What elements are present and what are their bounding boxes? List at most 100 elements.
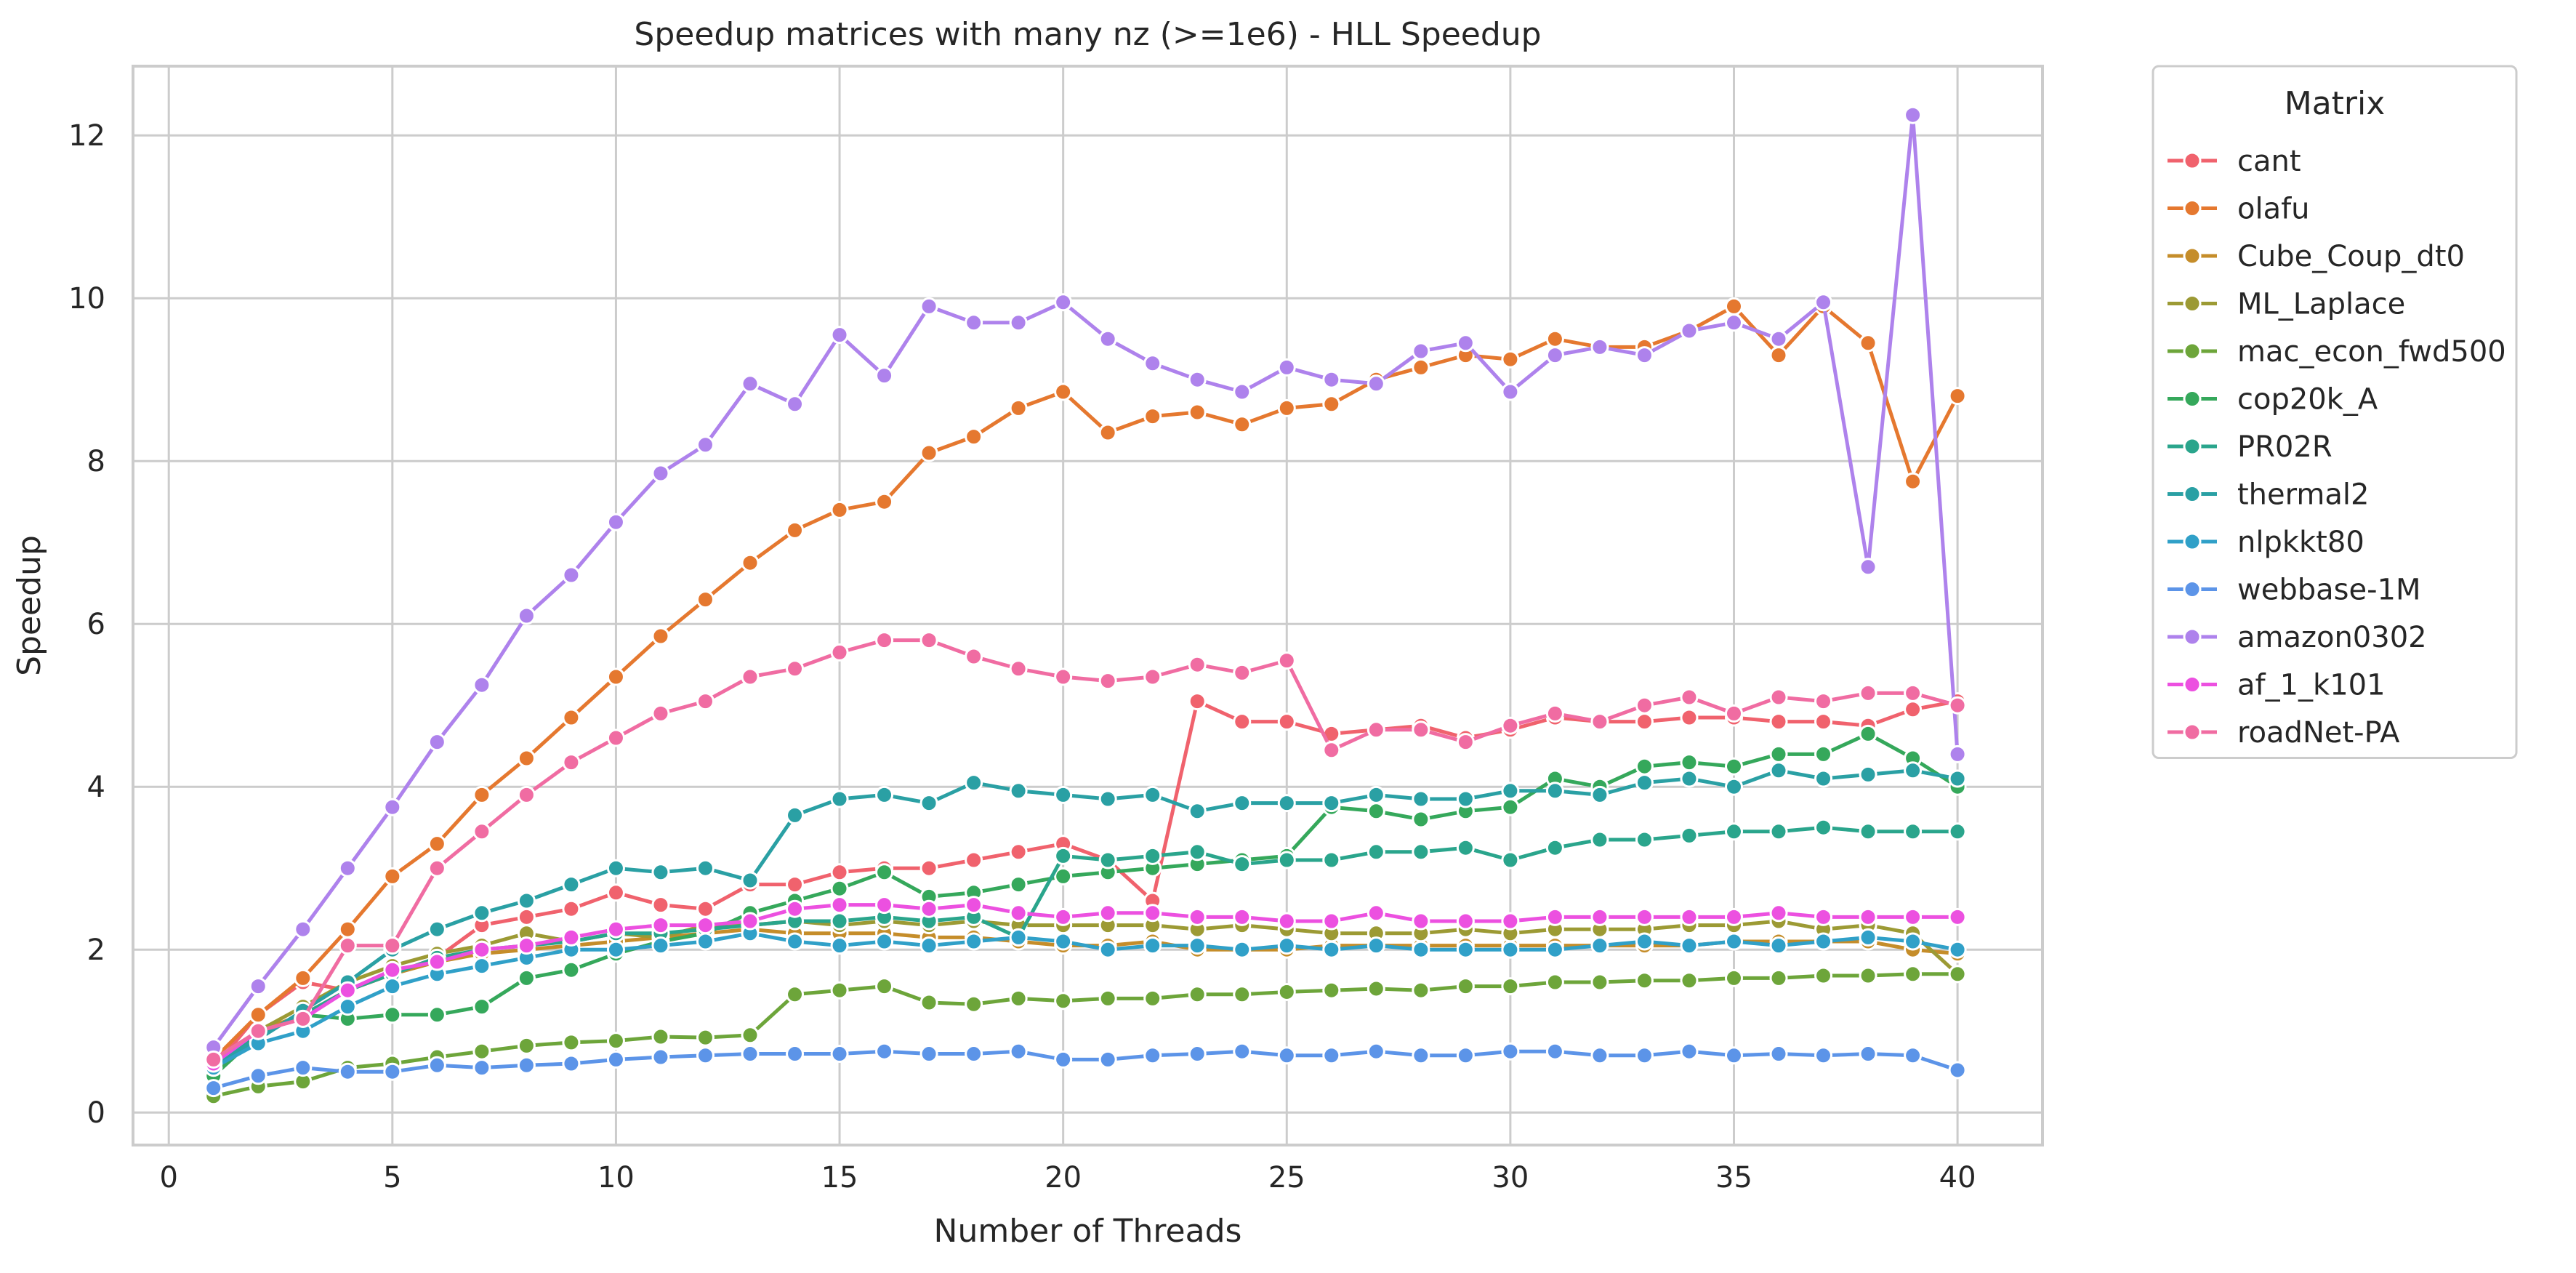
data-point [427,1005,446,1024]
data-point [606,728,625,747]
legend-marker [2183,485,2202,503]
series-line [212,638,1958,1061]
legend-label: ML_Laplace [2237,288,2405,321]
data-point [1098,940,1117,959]
data-point [1277,712,1296,731]
data-point [1904,472,1923,491]
series-mac_econ_fwd500 [204,965,1967,1106]
data-point [1098,989,1117,1008]
data-point [1590,1046,1609,1065]
data-point [1680,971,1699,990]
legend-box [2152,65,2518,759]
data-point [965,851,983,870]
data-point [1680,753,1699,772]
data-point [965,1045,983,1064]
data-point [562,708,581,727]
x-axis-ticks: 0 5 10 15 20 25 30 35 40 [159,1161,1976,1194]
data-point [1188,843,1207,862]
data-point [1680,769,1699,788]
data-point [1009,1042,1028,1061]
data-point [1948,696,1967,715]
series-line [213,972,1958,1099]
data-point [696,590,715,609]
data-point [1412,912,1430,931]
data-point [1188,907,1207,926]
legend: Matrix cant olafu Cube_Coup_dt0 ML_Laplacem… [2152,65,2518,759]
data-point [249,1005,267,1024]
data-point [1501,977,1520,996]
data-point [1724,822,1743,841]
data-point [1545,346,1564,365]
data-point [919,859,938,878]
data-point [875,1042,894,1061]
data-point [1635,932,1654,951]
data-point [830,643,849,662]
data-point [1680,826,1699,845]
data-point [965,896,983,915]
data-point [517,1056,536,1075]
data-point [1859,765,1877,784]
data-point [1904,822,1923,841]
y-tick-label: 10 [68,282,105,316]
data-point [606,920,625,939]
data-point [830,1045,849,1064]
legend-marker [2183,723,2202,742]
data-point [1635,712,1654,731]
data-point [427,733,446,752]
x-tick-label: 5 [383,1161,401,1194]
data-point [919,993,938,1012]
legend-marker [2183,246,2202,265]
data-point [1680,708,1699,727]
data-point [1143,989,1162,1008]
data-point [919,631,938,650]
data-point [1009,843,1028,862]
series-line [212,304,1960,1061]
data-point [830,863,849,882]
data-point [1054,867,1073,886]
data-point [1948,1061,1967,1080]
data-point [1322,912,1341,931]
data-point [786,899,805,918]
data-point [1635,907,1654,926]
data-point [1277,912,1296,931]
data-point [741,871,760,890]
data-point [427,859,446,878]
data-point [249,1021,267,1040]
legend-entry: roadNet-PA [2168,716,2400,750]
data-point [1859,1045,1877,1064]
data-point [1948,965,1967,984]
data-point [517,749,536,768]
data-point [1904,105,1923,124]
data-point [1233,855,1252,874]
data-point [472,822,491,841]
data-point [1322,370,1341,389]
x-tick-label: 25 [1268,1161,1305,1194]
data-point [1814,818,1833,837]
data-point [1322,1046,1341,1065]
data-point [875,932,894,951]
data-point [786,875,805,894]
legend-marker [2183,294,2202,313]
data-point [1143,785,1162,804]
data-point [1501,798,1520,816]
data-point [1009,782,1028,800]
data-point [1904,761,1923,780]
data-point [696,1046,715,1065]
data-point [1143,936,1162,955]
data-point [1367,904,1385,923]
data-point [562,1054,581,1073]
data-point [1545,940,1564,959]
data-point [651,464,670,483]
data-point [1814,769,1833,788]
data-point [875,896,894,915]
data-point [1367,720,1385,739]
legend-marker [2183,532,2202,551]
data-point [1769,744,1788,763]
data-point [1859,966,1877,985]
legend-entry: thermal2 [2168,478,2369,512]
legend-entry: amazon0302 [2168,621,2427,654]
data-point [1635,346,1654,365]
y-tick-label: 8 [87,445,105,478]
data-point [1814,1046,1833,1065]
